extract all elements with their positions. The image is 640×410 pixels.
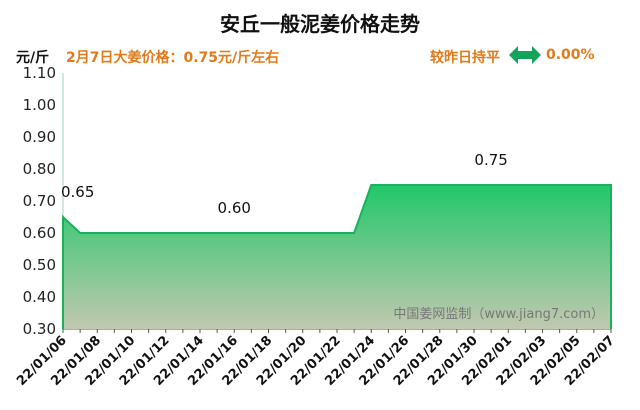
data-labels: 0.65 0.60 0.75 [61, 151, 508, 217]
y-tick-label: 0.60 [23, 224, 56, 242]
y-tick-label: 0.80 [23, 160, 56, 178]
y-tick-label: 0.90 [23, 128, 56, 146]
data-label: 0.75 [474, 151, 507, 169]
price-area [62, 184, 612, 329]
watermark: 中国姜网监制（www.jiang7.com） [393, 307, 604, 322]
y-tick-label: 0.40 [23, 288, 56, 306]
price-info: 2月7日大姜价格：0.75元/斤左右 [66, 50, 280, 66]
y-tick-label: 1.10 [23, 64, 56, 82]
y-tick-label: 0.70 [23, 192, 56, 210]
unit-label: 元/斤 [16, 50, 50, 66]
data-label: 0.65 [61, 183, 94, 201]
compare-label: 较昨日持平 [430, 50, 500, 66]
y-tick-label: 0.50 [23, 256, 56, 274]
x-axis: 22/01/0622/01/0822/01/1022/01/1222/01/14… [14, 328, 618, 389]
series-line [62, 184, 612, 329]
y-axis: 1.10 1.00 0.90 0.80 0.70 0.60 0.50 0.40 0.30 [23, 64, 64, 338]
area-fill [63, 185, 611, 329]
data-label: 0.60 [218, 199, 251, 217]
double-arrow-icon [509, 46, 541, 64]
change-value: 0.00% [546, 47, 595, 63]
y-tick-label: 1.00 [23, 96, 56, 114]
y-tick-label: 0.30 [23, 320, 56, 338]
chart-title: 安丘一般泥姜价格走势 [220, 12, 420, 36]
